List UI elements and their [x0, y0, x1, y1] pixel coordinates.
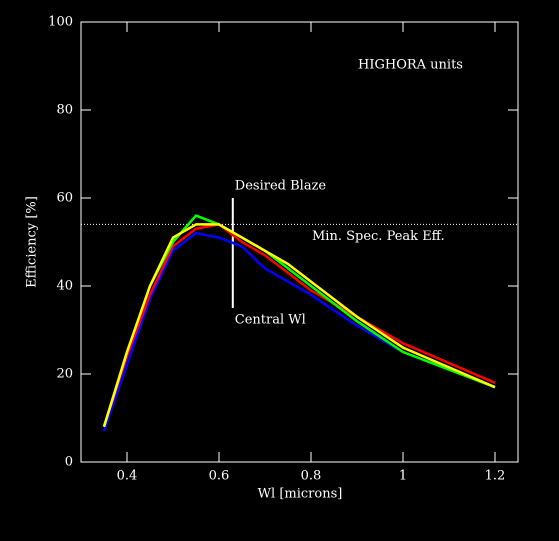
y-tick-label: 40: [56, 279, 73, 294]
y-tick-label: 0: [65, 455, 73, 470]
x-axis-label: Wl [microns]: [258, 487, 343, 502]
annotation: HIGHORA units: [358, 58, 463, 73]
y-axis-label: Efficiency [%]: [25, 196, 40, 288]
series-line: [102, 223, 496, 428]
blaze-bottom-label: Central Wl: [235, 313, 306, 328]
y-tick-label: 100: [48, 15, 73, 30]
x-tick-label: 0.6: [209, 469, 230, 484]
x-tick-label: 1: [399, 469, 407, 484]
y-tick-label: 60: [56, 191, 73, 206]
x-tick-label: 0.8: [301, 469, 322, 484]
y-tick-label: 80: [56, 103, 73, 118]
y-tick-label: 20: [56, 367, 73, 382]
x-tick-label: 0.4: [117, 469, 138, 484]
x-tick-label: 1.2: [485, 469, 506, 484]
reference-label: Min. Spec. Peak Eff.: [312, 229, 445, 244]
blaze-top-label: Desired Blaze: [235, 179, 327, 194]
series-line: [102, 223, 496, 428]
plot-frame: [80, 21, 519, 463]
